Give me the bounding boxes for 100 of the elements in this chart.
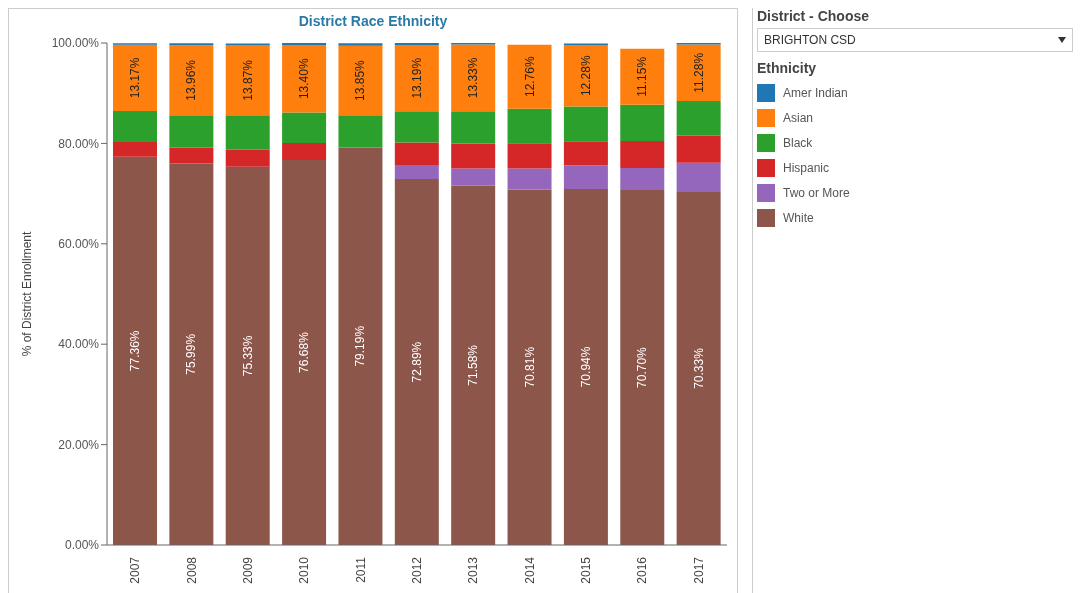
bar [563,141,608,166]
x-tick-label: 2015 [579,556,594,584]
bar [338,147,383,545]
data-label: 71.58% [466,344,481,386]
data-label: 13.19% [409,57,424,99]
data-label: 72.89% [409,341,424,383]
x-tick-label: 2013 [466,556,481,584]
data-label: 13.17% [128,57,142,99]
data-label: 70.81% [522,346,537,388]
data-label: 70.70% [635,346,650,388]
data-label: 79.19% [353,325,368,367]
data-label: 13.85% [353,59,368,101]
bar [394,165,439,180]
bar [620,168,665,191]
bar [113,156,157,545]
bar [563,188,608,545]
bar [507,168,552,190]
bar [620,48,665,105]
y-axis-title: % of District Enrollment [20,230,35,357]
bar [113,110,157,143]
bar [620,190,665,545]
bar [225,115,270,150]
data-label: 13.33% [466,57,481,99]
bar [676,135,721,163]
bar [169,115,214,148]
bar [676,101,721,136]
bar [394,179,439,545]
bar [394,45,439,112]
bar [338,115,383,148]
bar [113,44,157,111]
y-tick-label: 40.00% [58,337,100,352]
bar [507,143,552,169]
y-tick-label: 60.00% [58,237,100,252]
data-label: 77.36% [128,330,142,372]
x-tick-label: 2012 [410,556,424,584]
bar [676,162,721,192]
chart-title: District Race Ethnicity [297,12,449,31]
bar [451,143,496,169]
data-label: 13.87% [240,59,255,101]
x-tick-label: 2016 [635,556,650,584]
x-tick-label: 2017 [691,556,706,584]
data-label: 13.40% [297,58,312,100]
bar [282,43,327,46]
bar [169,43,214,46]
text: BRIGHTON CSD [764,33,856,47]
data-label: 11.15% [635,56,650,97]
bar [676,191,721,545]
bar [507,108,552,144]
data-label: 12.28% [578,55,593,97]
bar [113,142,157,157]
data-label: 12.76% [522,56,537,98]
y-tick-label: 20.00% [58,437,100,452]
bar [225,166,270,545]
x-tick-label: 2008 [184,556,199,584]
bar [169,45,214,116]
legend-label: Black [783,135,813,150]
bar [169,163,214,545]
bar [282,143,327,161]
y-tick-label: 100.00% [51,36,100,51]
legend-label: Amer Indian [783,85,848,100]
x-tick-label: 2007 [128,556,143,584]
data-label: 70.33% [691,347,706,389]
x-tick-label: 2009 [240,556,255,584]
data-label: 75.99% [184,333,199,375]
bar [620,104,665,141]
bar [394,111,439,143]
bar [563,106,608,142]
bar [563,44,608,107]
bar [451,185,496,545]
legend-label: Asian [783,110,814,125]
bar [394,43,439,46]
bar [282,160,327,545]
data-label: 11.28% [691,52,706,93]
bar [338,45,383,116]
data-label: 75.33% [240,335,255,377]
bar [225,149,270,167]
bar [282,45,327,113]
legend-label: Hispanic [783,160,830,175]
bar [169,147,214,164]
bar [507,189,552,545]
bar [451,168,496,186]
bar [451,44,496,112]
bar [225,45,270,116]
y-tick-label: 0.00% [64,538,100,553]
legend-title: Ethnicity [757,60,818,76]
data-label: 76.68% [297,331,312,373]
bar [451,111,496,144]
x-tick-label: 2010 [297,556,312,584]
text: District - Choose [757,8,870,24]
bar [620,140,665,168]
bar [338,43,383,46]
x-tick-label: 2011 [353,556,368,583]
y-tick-label: 80.00% [58,136,100,151]
x-tick-label: 2014 [522,556,537,584]
data-label: 70.94% [578,346,593,388]
bar [282,112,327,143]
bar [225,43,270,46]
bar [563,165,608,189]
legend-label: White [783,210,814,225]
data-label: 13.96% [184,59,199,101]
